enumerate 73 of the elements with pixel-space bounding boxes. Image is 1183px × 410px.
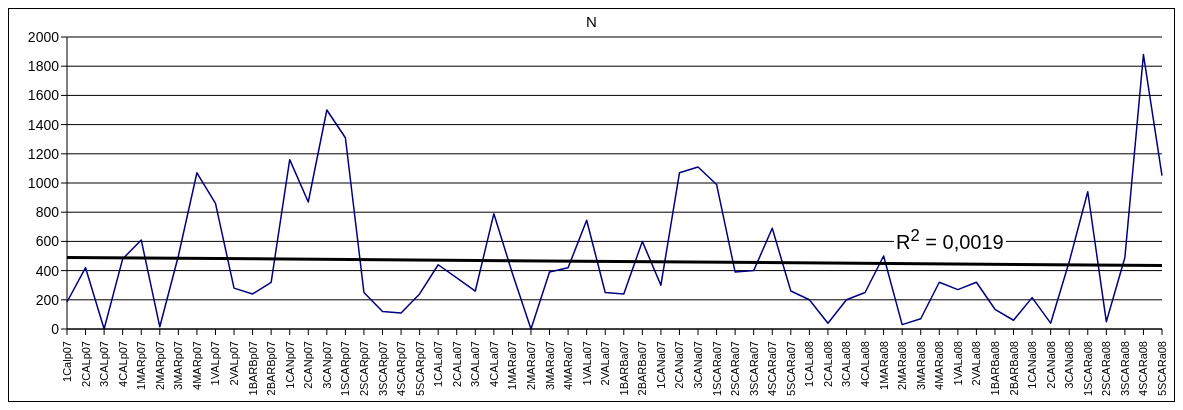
x-tick-label: 2VALp07 [228,341,241,386]
x-tick-label: 2BARBp07 [265,341,278,396]
x-tick-label: 2MARa07 [524,341,537,390]
x-tick-label: 1SCARa08 [1081,341,1094,397]
x-tick-label: 4MARa08 [933,341,946,390]
x-tick-label: 4CALp07 [116,341,129,387]
x-tick-label: 3CALp07 [98,341,111,387]
y-tick-label: 1200 [27,145,60,162]
y-tick-label: 1000 [27,174,60,191]
x-tick-label: 1CANa07 [654,341,667,389]
x-tick-label: 2CALp07 [79,341,92,387]
x-tick-label: 3CALa08 [840,341,853,387]
y-tick-label: 200 [35,291,60,308]
x-tick-label: 2BARBa07 [636,341,649,396]
y-tick-label: 1600 [27,87,60,104]
x-tick-label: 2MARa08 [896,341,909,390]
x-tick-label: 5SCARp07 [413,341,426,397]
x-tick-label: 4CALa08 [859,341,872,387]
x-tick-label: 2VALa07 [599,341,612,386]
x-tick-label: 4SCARa08 [1137,341,1150,397]
x-tick-label: 1VALa08 [951,341,964,386]
x-tick-label: 3CANa08 [1063,341,1076,389]
x-tick-label: 2SCARa08 [1100,341,1113,397]
x-tick-label: 5SCARa07 [784,341,797,397]
x-tick-label: 2BARBa08 [1007,341,1020,396]
x-tick-label: 1BARBp07 [246,341,259,396]
x-tick-label: 4MARp07 [190,341,203,390]
y-tick-label: 2000 [27,28,60,45]
y-tick-label: 600 [35,233,60,250]
x-tick-label: 1BARBa07 [617,341,630,396]
y-tick-label: 400 [35,262,60,279]
x-tick-label: 2CANa07 [673,341,686,389]
x-tick-label: 4SCARp07 [395,341,408,397]
x-tick-label: 1SCARa07 [710,341,723,397]
x-tick-label: 2VALa08 [970,341,983,386]
x-tick-label: 5SCARa08 [1156,341,1168,397]
x-tick-label: 1Calp07 [61,341,73,382]
x-tick-label: 1CALa07 [432,341,445,387]
y-tick-label: 0 [51,320,60,337]
x-tick-label: 3SCARp07 [376,341,389,397]
x-tick-label: 1MARp07 [135,341,148,390]
x-tick-label: 2SCARa07 [729,341,742,397]
x-tick-label: 3CANp07 [320,341,333,389]
x-tick-label: 2CANa08 [1044,341,1057,389]
x-tick-label: 1CALa08 [803,341,816,387]
x-tick-label: 3MARa08 [914,341,927,390]
x-tick-label: 1MARa08 [877,341,890,390]
x-tick-label: 1MARa07 [506,341,519,390]
x-tick-label: 4SCARa07 [766,341,779,397]
x-tick-label: 1CANp07 [283,341,296,389]
x-tick-label: 2MARp07 [153,341,166,390]
x-tick-label: 1VALp07 [209,341,222,386]
x-tick-label: 2CANp07 [302,341,315,389]
x-tick-label: 1VALa07 [580,341,593,386]
y-tick-label: 1800 [27,58,60,75]
x-tick-label: 3MARp07 [172,341,185,390]
x-tick-label: 1CANa08 [1026,341,1039,389]
x-tick-label: 3CANa07 [692,341,705,389]
annotation: R$^{2}$ = 0,0019 [894,225,1006,253]
x-tick-label: 4MARa07 [562,341,575,390]
x-tick-label: 2CALa08 [821,341,834,387]
x-tick-label: 1SCARp07 [339,341,352,397]
x-tick-label: 2CALa07 [450,341,463,387]
y-tick-label: 1400 [27,116,60,133]
x-tick-label: 1BARBa08 [988,341,1001,396]
x-tick-label: 3MARa07 [543,341,556,390]
x-tick-label: 3SCARa07 [747,341,760,397]
y-tick-label: 800 [35,204,60,221]
x-tick-label: 3CALa07 [469,341,482,387]
x-tick-label: 3SCARa08 [1118,341,1131,397]
x-tick-label: 2SCARp07 [357,341,370,397]
chart-title: N [585,13,598,30]
x-tick-label: 4CALa07 [487,341,500,387]
